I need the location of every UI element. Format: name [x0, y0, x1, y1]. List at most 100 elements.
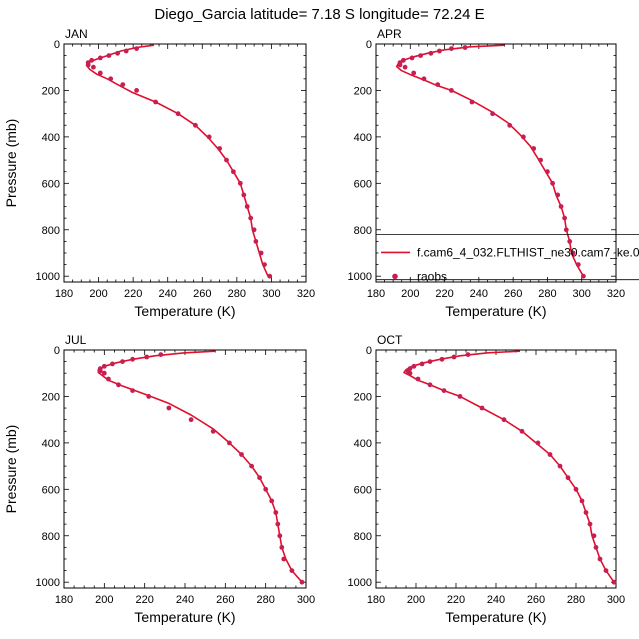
raobs-point — [227, 440, 232, 446]
y-axis-label: Pressure (mb) — [3, 119, 19, 208]
raobs-point — [555, 192, 561, 198]
raobs-point — [120, 82, 126, 87]
y-tick-label: 400 — [42, 132, 60, 144]
x-tick-label: 240 — [487, 594, 505, 606]
raobs-point — [253, 239, 259, 244]
model-line — [85, 44, 269, 277]
raobs-point — [263, 486, 269, 492]
panels: 180 200 220 240 260 280 300 320 0 200 400 600 800 100… — [3, 27, 639, 625]
raobs-point — [593, 545, 599, 550]
x-axis-label: Temperature (K) — [445, 609, 546, 625]
x-tick-label: 200 — [401, 288, 419, 300]
panel-title: OCT — [377, 333, 403, 347]
raobs-point — [262, 262, 267, 267]
raobs-point — [299, 579, 305, 585]
raobs-point — [449, 46, 454, 51]
plot-frame — [63, 349, 307, 589]
raobs-point — [91, 64, 96, 70]
raobs-point — [101, 370, 107, 376]
legend-label-raobs: raobs — [417, 269, 447, 283]
raobs-point — [269, 498, 275, 504]
y-tick-label: 200 — [354, 85, 372, 97]
y-tick-label: 200 — [354, 391, 372, 403]
x-tick-label: 180 — [367, 594, 385, 606]
y-tick-label: 200 — [42, 391, 60, 403]
raobs-point — [583, 510, 589, 515]
panel-jul: 180 200 220 240 260 280 300 0 200 400 600 800 1000 JU… — [3, 333, 315, 625]
raobs-point — [206, 134, 212, 140]
raobs-point — [166, 405, 172, 411]
raobs-point — [281, 556, 287, 562]
y-tick-label: 0 — [54, 39, 60, 51]
raobs-point — [419, 361, 425, 367]
raobs-point — [521, 134, 526, 140]
y-tick-label: 400 — [354, 438, 372, 450]
x-tick-label: 200 — [95, 594, 113, 606]
raobs-point — [116, 382, 121, 388]
x-tick-label: 220 — [435, 288, 453, 300]
raobs-point — [587, 521, 593, 527]
x-tick-label: 320 — [607, 288, 625, 300]
raobs-point — [120, 359, 125, 364]
raobs-point — [175, 111, 181, 117]
x-tick-label: 280 — [256, 594, 274, 606]
raobs-point — [130, 356, 136, 362]
raobs-point — [603, 568, 609, 573]
raobs-point — [545, 169, 550, 175]
x-tick-label: 260 — [193, 288, 211, 300]
raobs-point — [224, 157, 229, 163]
y-tick-label: 800 — [354, 225, 372, 237]
panel-apr: 180 200 220 240 260 280 300 320 0 200 400 600 800 100… — [348, 27, 639, 319]
x-tick-label: 180 — [55, 594, 73, 606]
y-tick-label: 800 — [42, 225, 60, 237]
raobs-point — [123, 48, 129, 54]
raobs-point — [115, 50, 120, 56]
x-tick-label: 220 — [135, 594, 153, 606]
raobs-point — [563, 227, 569, 233]
raobs-point — [439, 356, 445, 362]
x-tick-label: 240 — [470, 288, 488, 300]
raobs-point — [289, 568, 295, 573]
figure-title: Diego_Garcia latitude= 7.18 S longitude=… — [154, 6, 484, 23]
y-tick-label: 0 — [366, 39, 372, 51]
raobs-point — [97, 70, 103, 76]
raobs-point — [248, 215, 254, 221]
y-tick-label: 600 — [42, 484, 60, 496]
raobs-point — [249, 463, 255, 469]
x-tick-label: 200 — [407, 594, 425, 606]
y-tick-label: 600 — [354, 178, 372, 190]
raobs-point — [275, 521, 281, 527]
y-tick-label: 400 — [42, 438, 60, 450]
x-tick-label: 240 — [159, 288, 177, 300]
raobs-point — [535, 440, 541, 446]
raobs-point — [130, 388, 136, 393]
raobs-point — [85, 62, 91, 68]
raobs-point — [146, 394, 152, 399]
panel-title: APR — [377, 27, 402, 41]
raobs-point — [397, 62, 403, 68]
x-tick-label: 180 — [367, 288, 385, 300]
raobs-point — [101, 363, 107, 369]
raobs-point — [153, 99, 159, 105]
raobs-point — [411, 363, 417, 369]
raobs-point — [507, 122, 513, 128]
x-tick-label: 280 — [567, 594, 585, 606]
x-tick-label: 260 — [216, 594, 234, 606]
raobs-point — [597, 556, 603, 562]
raobs-point — [437, 48, 442, 54]
raobs-point — [570, 250, 576, 256]
y-tick-label: 800 — [354, 531, 372, 543]
model-line — [403, 350, 615, 583]
raobs-point — [547, 452, 553, 457]
raobs-point — [244, 204, 250, 209]
y-tick-label: 1000 — [36, 577, 60, 589]
raobs-point — [421, 76, 427, 82]
raobs-point — [277, 533, 283, 539]
raobs-point — [565, 475, 571, 481]
y-axis-label: Pressure (mb) — [3, 425, 19, 514]
raobs-point — [501, 417, 507, 423]
y-tick-label: 1000 — [36, 271, 60, 283]
raobs-point — [188, 417, 194, 423]
raobs-point — [106, 376, 111, 382]
